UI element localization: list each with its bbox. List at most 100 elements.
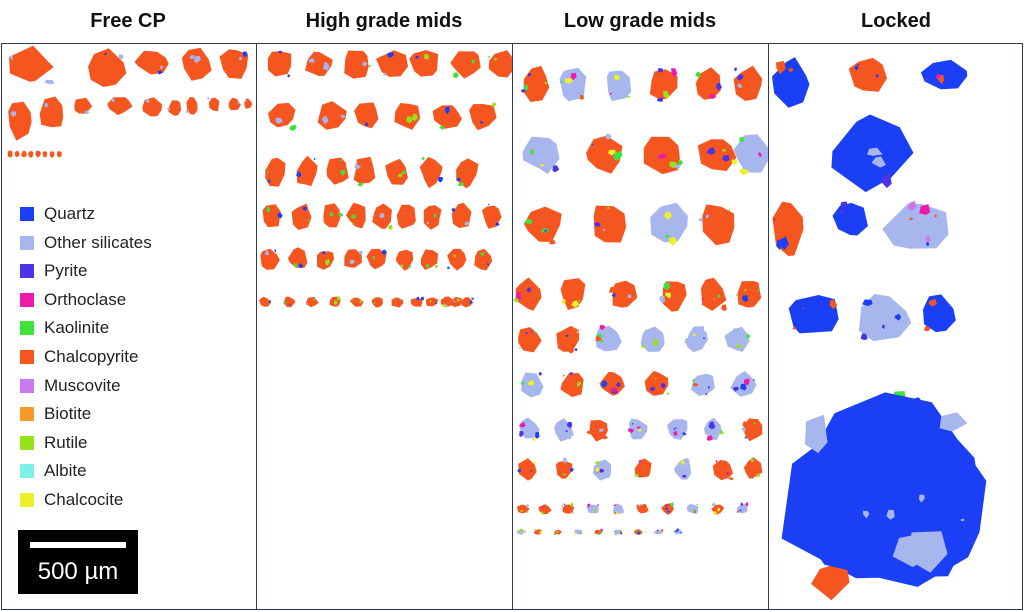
mineral-particle xyxy=(655,378,657,380)
mineral-particle xyxy=(435,302,438,305)
legend-label: Muscovite xyxy=(44,375,121,395)
mineral-particle xyxy=(354,102,379,129)
mineral-particle xyxy=(579,94,584,100)
mineral-particle xyxy=(660,383,666,389)
mineral-particle xyxy=(894,313,902,321)
mineral-particle xyxy=(667,510,670,513)
mineral-particle xyxy=(207,97,210,100)
mineral-particle xyxy=(337,296,341,301)
mineral-particle xyxy=(744,436,747,439)
mineral-particle xyxy=(613,74,621,81)
mineral-particle xyxy=(716,507,721,512)
mineral-particle xyxy=(693,383,699,387)
mineral-particle xyxy=(544,510,549,515)
mineral-particle xyxy=(919,494,925,503)
mineral-particle xyxy=(420,296,425,301)
mineral-particle xyxy=(757,289,761,292)
mineral-particle xyxy=(697,139,737,171)
mineral-particle xyxy=(663,338,665,340)
mineral-particle xyxy=(701,297,704,301)
mineral-particle xyxy=(594,222,601,228)
mineral-particle xyxy=(333,300,338,306)
column-title-free-cp: Free CP xyxy=(90,10,166,32)
mineral-particle xyxy=(611,293,616,298)
mineral-particle xyxy=(881,324,885,330)
mineral-particle xyxy=(802,307,805,310)
mineral-particle xyxy=(792,327,797,330)
mineral-particle xyxy=(219,49,249,79)
mineral-particle xyxy=(563,503,566,506)
mineral-particle xyxy=(920,59,968,90)
mineral-particle xyxy=(614,533,617,536)
mineral-particle xyxy=(706,435,714,441)
mineral-particle xyxy=(586,135,623,174)
mineral-particle xyxy=(733,65,763,101)
legend-label: Orthoclase xyxy=(44,289,127,309)
mineral-particle xyxy=(291,203,312,230)
legend-swatch xyxy=(20,321,34,336)
legend-swatch xyxy=(20,407,34,422)
mineral-particle xyxy=(702,204,735,246)
mineral-particle xyxy=(569,372,573,376)
mineral-particle xyxy=(756,473,761,478)
mineral-particle xyxy=(662,281,687,312)
mineral-particle xyxy=(523,206,562,242)
mineral-particle xyxy=(595,336,602,342)
mineral-particle xyxy=(522,531,525,534)
mineral-particle xyxy=(289,304,291,306)
mineral-particle xyxy=(267,179,271,183)
mineral-particle xyxy=(634,458,652,478)
mineral-particle xyxy=(549,154,557,161)
scale-bar-line xyxy=(30,542,126,548)
mineral-particle xyxy=(447,248,467,271)
mineral-particle xyxy=(743,418,763,442)
mineral-particle xyxy=(576,384,579,387)
mineral-particle xyxy=(665,292,672,299)
legend-swatch xyxy=(20,492,34,507)
mineral-particle xyxy=(555,531,559,533)
mineral-particle xyxy=(627,294,632,299)
mineral-particle xyxy=(732,329,737,334)
mineral-particle xyxy=(866,147,883,156)
mineral-particle xyxy=(776,60,786,75)
mineral-particle xyxy=(306,302,308,304)
mineral-particle xyxy=(563,457,568,464)
mineral-particle xyxy=(557,531,560,535)
mineral-particle xyxy=(354,108,357,111)
mineral-particle xyxy=(42,151,48,158)
mineral-particle xyxy=(665,504,669,507)
mineral-particle xyxy=(773,219,776,221)
mineral-particle xyxy=(450,51,481,79)
mineral-particle xyxy=(686,326,708,353)
mineral-particle xyxy=(338,213,344,218)
mineral-particle xyxy=(578,531,581,533)
mineral-particle xyxy=(351,222,354,226)
mineral-particle xyxy=(739,149,743,153)
mineral-particle xyxy=(268,300,272,303)
mineral-particle xyxy=(643,468,645,470)
mineral-particle xyxy=(555,460,573,479)
mineral-particle xyxy=(14,150,20,158)
mineral-particle xyxy=(518,327,542,353)
mineral-particle xyxy=(564,78,573,84)
mineral-particle xyxy=(515,291,521,301)
mineral-particle xyxy=(737,83,742,89)
mineral-particle xyxy=(21,150,27,158)
legend-label: Kaolinite xyxy=(44,318,110,338)
mineral-particle xyxy=(750,475,754,479)
mineral-particle xyxy=(636,426,641,429)
mineral-particle xyxy=(519,431,524,438)
mineral-particle xyxy=(881,173,892,189)
legend-label: Pyrite xyxy=(44,261,88,281)
mineral-particle xyxy=(569,432,574,437)
mineral-particle xyxy=(530,149,534,156)
mineral-particle xyxy=(354,164,362,170)
mineral-particle xyxy=(736,510,739,513)
mineral-particle xyxy=(570,73,577,81)
mineral-particle xyxy=(637,428,642,432)
mineral-particle xyxy=(863,510,870,519)
mineral-particle xyxy=(712,460,733,481)
mineral-particle xyxy=(538,371,542,376)
mineral-particle xyxy=(663,90,670,99)
mineral-particle xyxy=(605,133,612,140)
